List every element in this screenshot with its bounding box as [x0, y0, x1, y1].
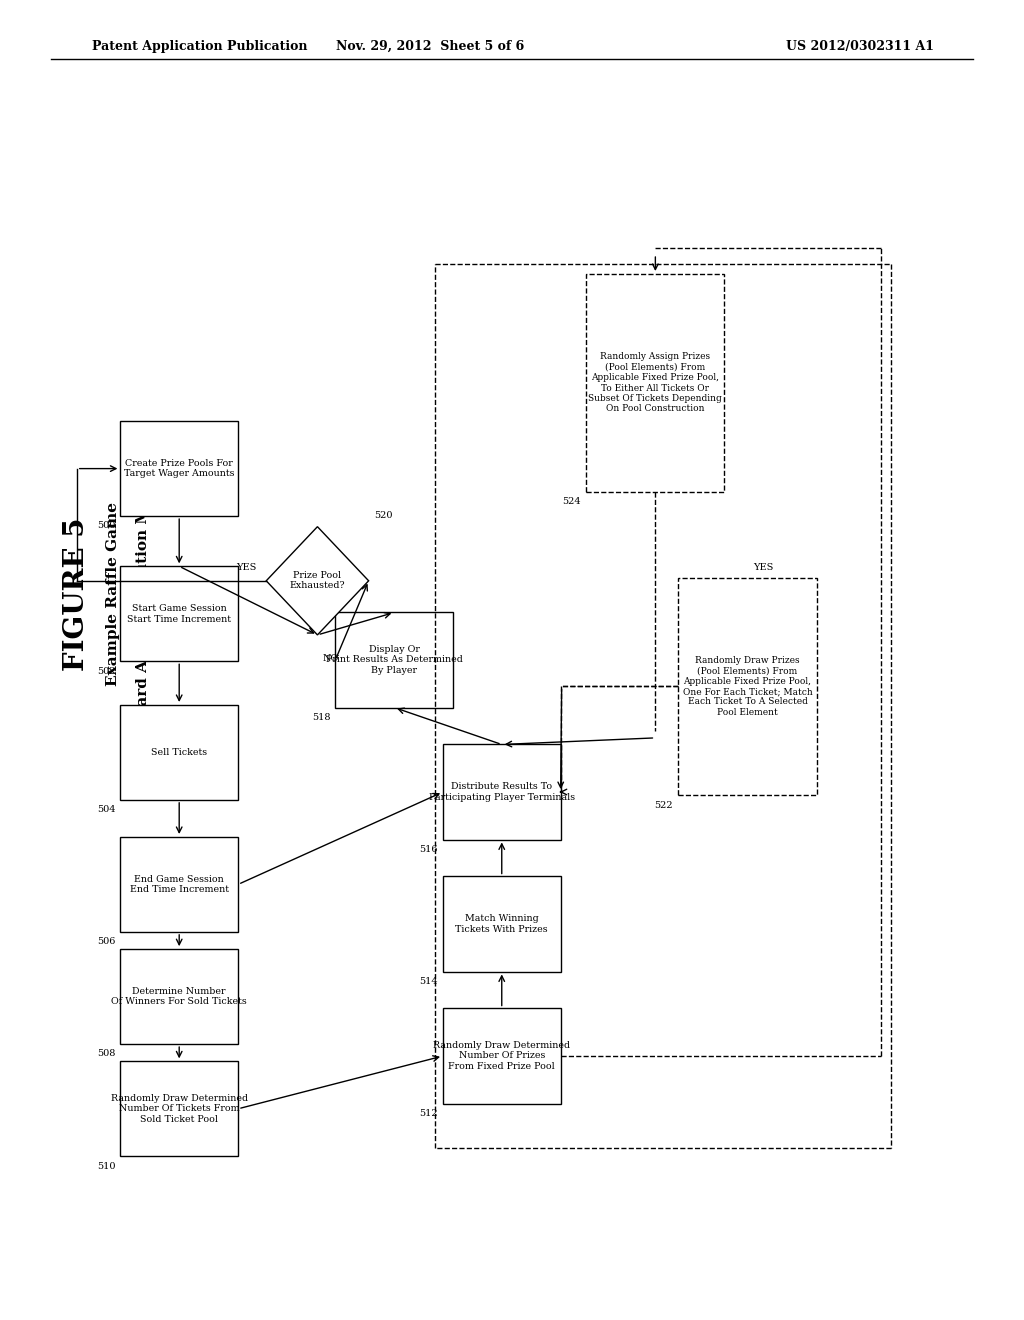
- Text: 516: 516: [419, 845, 438, 854]
- Text: NO: NO: [323, 655, 339, 663]
- Text: 514: 514: [419, 977, 438, 986]
- Text: Distribute Results To
Participating Player Terminals: Distribute Results To Participating Play…: [429, 783, 574, 801]
- FancyBboxPatch shape: [336, 612, 453, 708]
- Text: Randomly Draw Determined
Number Of Tickets From
Sold Ticket Pool: Randomly Draw Determined Number Of Ticke…: [111, 1094, 248, 1123]
- Text: Prize Pool
Exhausted?: Prize Pool Exhausted?: [290, 572, 345, 590]
- FancyBboxPatch shape: [121, 837, 238, 932]
- Text: 504: 504: [96, 805, 115, 814]
- FancyBboxPatch shape: [121, 949, 238, 1044]
- Text: YES: YES: [753, 564, 773, 572]
- Text: 518: 518: [311, 713, 330, 722]
- Text: 510: 510: [96, 1162, 115, 1171]
- Text: Start Game Session
Start Time Increment: Start Game Session Start Time Increment: [127, 605, 231, 623]
- Polygon shape: [266, 527, 369, 635]
- FancyBboxPatch shape: [121, 566, 238, 661]
- Text: Randomly Draw Prizes
(Pool Elements) From
Applicable Fixed Prize Pool,
One For E: Randomly Draw Prizes (Pool Elements) Fro…: [683, 656, 812, 717]
- Text: Create Prize Pools For
Target Wager Amounts: Create Prize Pools For Target Wager Amou…: [124, 459, 234, 478]
- Text: US 2012/0302311 A1: US 2012/0302311 A1: [786, 40, 934, 53]
- Text: Match Winning
Tickets With Prizes: Match Winning Tickets With Prizes: [456, 915, 548, 933]
- Text: 512: 512: [419, 1109, 438, 1118]
- Text: 500: 500: [97, 521, 115, 531]
- Text: YES: YES: [236, 564, 256, 572]
- Text: Determine Number
Of Winners For Sold Tickets: Determine Number Of Winners For Sold Tic…: [112, 987, 247, 1006]
- FancyBboxPatch shape: [442, 876, 561, 972]
- Text: Award And Distribution Method: Award And Distribution Method: [136, 458, 151, 730]
- Text: 502: 502: [96, 667, 115, 676]
- FancyBboxPatch shape: [586, 275, 725, 492]
- Text: 508: 508: [97, 1049, 115, 1059]
- Text: Sell Tickets: Sell Tickets: [152, 748, 207, 756]
- Text: 522: 522: [654, 800, 674, 809]
- FancyBboxPatch shape: [678, 578, 817, 795]
- FancyBboxPatch shape: [442, 1008, 561, 1104]
- Text: Example Raffle Game: Example Raffle Game: [105, 502, 120, 686]
- FancyBboxPatch shape: [442, 744, 561, 840]
- Text: Patent Application Publication: Patent Application Publication: [92, 40, 307, 53]
- FancyBboxPatch shape: [121, 705, 238, 800]
- FancyBboxPatch shape: [121, 1061, 238, 1156]
- Text: 524: 524: [562, 498, 582, 506]
- Text: Randomly Draw Determined
Number Of Prizes
From Fixed Prize Pool: Randomly Draw Determined Number Of Prize…: [433, 1041, 570, 1071]
- FancyBboxPatch shape: [121, 421, 238, 516]
- Text: Randomly Assign Prizes
(Pool Elements) From
Applicable Fixed Prize Pool,
To Eith: Randomly Assign Prizes (Pool Elements) F…: [589, 352, 722, 413]
- Text: 506: 506: [97, 937, 115, 946]
- Text: FIGURE 5: FIGURE 5: [63, 517, 90, 671]
- Text: Display Or
Print Results As Determined
By Player: Display Or Print Results As Determined B…: [326, 645, 463, 675]
- Text: 520: 520: [374, 511, 392, 520]
- Text: End Game Session
End Time Increment: End Game Session End Time Increment: [130, 875, 228, 894]
- Text: Nov. 29, 2012  Sheet 5 of 6: Nov. 29, 2012 Sheet 5 of 6: [336, 40, 524, 53]
